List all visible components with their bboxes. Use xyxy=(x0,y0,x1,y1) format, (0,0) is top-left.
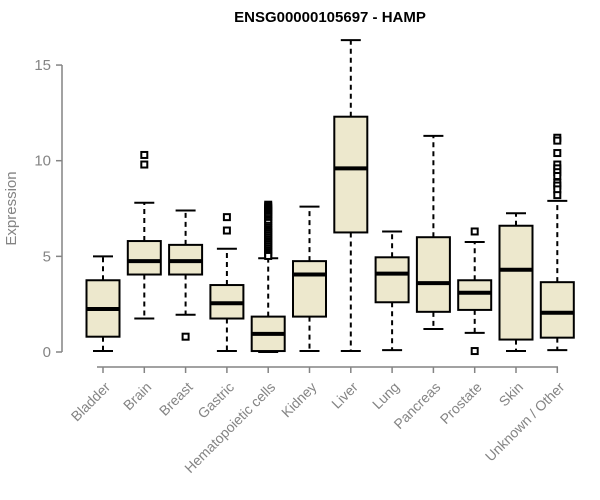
iqr-box xyxy=(539,281,575,339)
iqr-box xyxy=(415,236,451,313)
outlier-point xyxy=(470,347,479,356)
y-tick-label: 15 xyxy=(34,57,51,74)
iqr-box xyxy=(498,224,534,341)
outlier-point xyxy=(553,172,562,181)
box-gastric xyxy=(209,213,245,353)
y-axis-title: Expression xyxy=(3,171,20,245)
x-tick-label-bladder: Bladder xyxy=(68,379,114,425)
box-unknown-other xyxy=(539,133,575,352)
outlier-point xyxy=(553,136,562,145)
box-kidney xyxy=(292,205,327,353)
iqr-box xyxy=(374,256,410,304)
box-breast xyxy=(168,209,204,341)
chart-title: ENSG00000105697 - HAMP xyxy=(234,9,426,26)
outlier-point xyxy=(222,213,231,222)
x-tick-label-kidney: Kidney xyxy=(278,379,320,421)
outlier-point xyxy=(470,227,479,236)
y-axis: 0 5 10 15 Expression xyxy=(3,57,63,361)
iqr-box xyxy=(292,260,327,318)
outlier-point xyxy=(553,149,562,158)
outlier-point xyxy=(140,150,149,159)
outlier-point xyxy=(553,191,562,200)
y-tick-label: 0 xyxy=(43,344,51,361)
x-tick-label-prostate: Prostate xyxy=(437,379,485,427)
box-skin xyxy=(498,212,534,353)
box-liver xyxy=(333,39,369,353)
x-tick-label-liver: Liver xyxy=(328,379,361,412)
box-hematopoietic-cells xyxy=(250,200,286,353)
box-pancreas xyxy=(415,134,451,331)
box-lung xyxy=(374,230,410,352)
x-tick-label-lung: Lung xyxy=(369,379,402,412)
box-brain xyxy=(126,150,162,320)
box-bladder xyxy=(85,255,121,353)
box-prostate xyxy=(457,227,493,356)
outlier-point xyxy=(181,332,190,341)
outlier-point xyxy=(222,226,231,235)
outlier-point xyxy=(264,251,273,260)
outlier-point xyxy=(140,160,149,169)
iqr-box xyxy=(457,279,493,311)
y-tick-label: 10 xyxy=(34,153,51,170)
x-tick-label-brain: Brain xyxy=(120,379,154,413)
iqr-box xyxy=(126,240,162,276)
x-tick-label-breast: Breast xyxy=(156,379,196,419)
x-tick-label-skin: Skin xyxy=(496,379,527,410)
y-tick-label: 5 xyxy=(43,248,51,265)
iqr-box xyxy=(333,115,369,234)
